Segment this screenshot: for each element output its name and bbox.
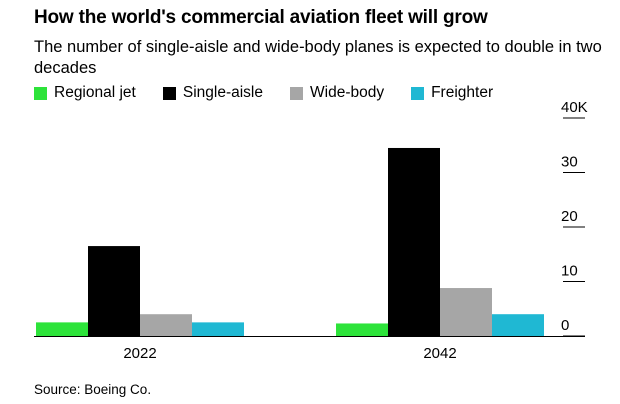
bar-wide-body-2022 — [140, 314, 192, 336]
y-tick-label-10: 10 — [561, 263, 578, 280]
y-tick-label-40k: 40K — [561, 99, 588, 116]
x-category-label-2042: 2042 — [423, 345, 456, 362]
legend-label-wide-body: Wide-body — [310, 84, 385, 101]
bar-freighter-2042 — [492, 314, 544, 336]
legend-item-wide-body: Wide-body — [290, 84, 384, 102]
x-category-label-2022: 2022 — [123, 345, 156, 362]
legend-swatch-single-aisle — [162, 86, 176, 100]
legend-swatch-regional-jet — [34, 86, 47, 100]
chart-subtitle: The number of single-aisle and wide-body… — [34, 38, 602, 77]
legend-swatch-freighter — [411, 86, 425, 100]
y-tick-label-30: 30 — [561, 154, 578, 171]
bar-wide-body-2042 — [440, 288, 492, 336]
legend-label-single-aisle: Single-aisle — [182, 84, 263, 101]
bar-regional-jet-2042 — [336, 323, 388, 336]
y-tick-label-20: 20 — [561, 208, 578, 225]
bar-single-aisle-2042 — [388, 147, 440, 336]
bar-freighter-2022 — [192, 322, 244, 336]
legend-label-regional-jet: Regional jet — [54, 84, 136, 101]
legend-label-freighter: Freighter — [431, 84, 494, 101]
chart-title: How the world's commercial aviation flee… — [34, 7, 488, 28]
y-tick-label-0: 0 — [561, 317, 569, 334]
chart-legend: Regional jet Single-aisle Wide-body Frei… — [34, 84, 520, 102]
legend-item-regional-jet: Regional jet — [34, 84, 136, 102]
legend-item-freighter: Freighter — [411, 84, 493, 102]
bar-single-aisle-2022 — [88, 246, 140, 336]
source-note: Source: Boeing Co. — [34, 382, 152, 397]
bar-regional-jet-2022 — [36, 322, 88, 336]
legend-swatch-wide-body — [290, 86, 303, 100]
legend-item-single-aisle: Single-aisle — [162, 84, 263, 102]
